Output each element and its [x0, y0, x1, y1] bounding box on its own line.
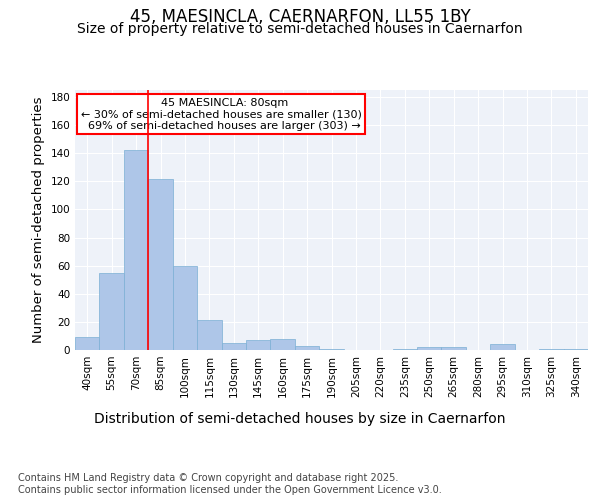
Bar	[392, 348, 417, 350]
Bar	[295, 346, 319, 350]
Bar	[417, 347, 442, 350]
Y-axis label: Number of semi-detached properties: Number of semi-detached properties	[32, 97, 45, 343]
Bar	[563, 348, 588, 350]
Bar	[246, 340, 271, 350]
Text: 45, MAESINCLA, CAERNARFON, LL55 1BY: 45, MAESINCLA, CAERNARFON, LL55 1BY	[130, 8, 470, 26]
Bar	[319, 348, 344, 350]
Text: Contains HM Land Registry data © Crown copyright and database right 2025.
Contai: Contains HM Land Registry data © Crown c…	[18, 474, 442, 495]
Bar	[221, 343, 246, 350]
Bar	[75, 338, 100, 350]
Bar	[539, 348, 563, 350]
Bar	[490, 344, 515, 350]
Bar	[271, 339, 295, 350]
Text: Size of property relative to semi-detached houses in Caernarfon: Size of property relative to semi-detach…	[77, 22, 523, 36]
Bar	[442, 347, 466, 350]
Bar	[148, 178, 173, 350]
Bar	[100, 272, 124, 350]
Text: Distribution of semi-detached houses by size in Caernarfon: Distribution of semi-detached houses by …	[94, 412, 506, 426]
Bar	[173, 266, 197, 350]
Bar	[124, 150, 148, 350]
Bar	[197, 320, 221, 350]
Text: 45 MAESINCLA: 80sqm
← 30% of semi-detached houses are smaller (130)
  69% of sem: 45 MAESINCLA: 80sqm ← 30% of semi-detach…	[81, 98, 362, 131]
